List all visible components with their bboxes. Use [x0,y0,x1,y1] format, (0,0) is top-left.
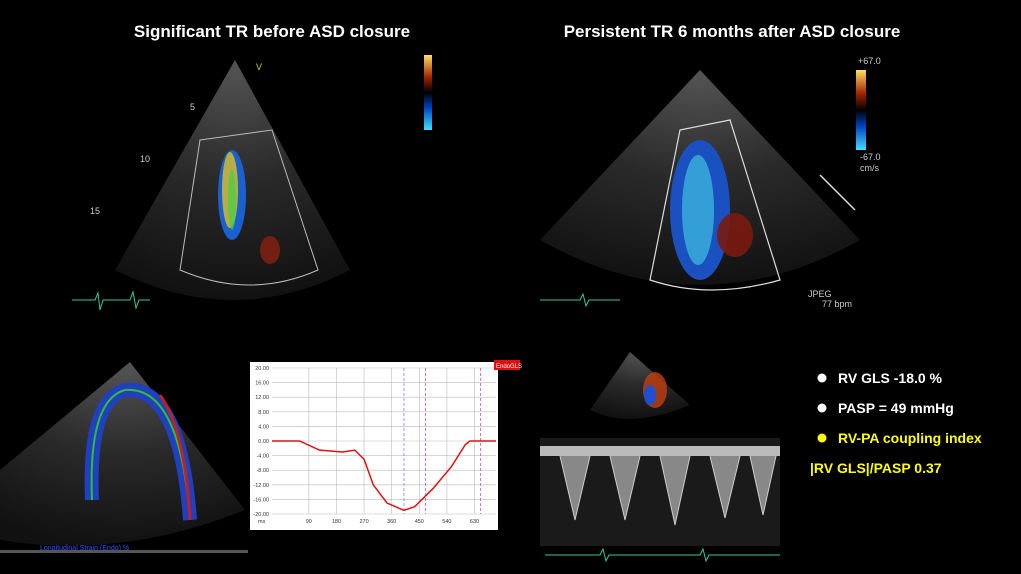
depth-label: 15 [90,206,100,216]
y-tick-label: 16.00 [255,381,269,387]
strain-caption: Longitudinal Strain (Endo) % [40,545,129,552]
scale-label: cm/s [860,163,879,173]
x-tick-label: 90 [306,519,312,525]
depth-label: 10 [140,154,150,164]
x-tick-label: 540 [442,519,451,525]
finding: |RV GLS|/PASP 0.37 [810,460,942,476]
findings [817,373,827,443]
y-tick-label: 20.00 [255,366,269,372]
x-tick-label: 360 [387,519,396,525]
strain-image [0,362,248,553]
y-tick-label: -16.00 [253,497,269,503]
format-label: JPEG [808,289,832,299]
finding: RV GLS -18.0 % [838,370,943,386]
badge-label: EndoGLS [496,364,522,370]
y-tick-label: 0.00 [258,439,269,445]
panel-title: Significant TR before ASD closure [134,22,410,41]
y-tick-label: -20.00 [253,512,269,518]
scale-label: +67.0 [858,56,881,66]
strain-plot: 20.00 16.00 12.00 8.00 4.00 0.00 -4.00 -8.00 -12… [253,366,496,525]
scale-label: -67.0 [860,152,881,162]
strain-curve [272,440,496,512]
x-tick-label: 630 [470,519,479,525]
y-tick-label: 12.00 [255,395,269,401]
y-tick-label: -4.00 [256,454,269,460]
doppler-image [540,352,780,563]
plot-frame [250,362,498,530]
heart-rate: 77 bpm [822,299,852,309]
x-tick-label: 450 [415,519,424,525]
echo-image [72,55,432,311]
finding: PASP = 49 mmHg [838,400,954,416]
y-tick-label: 8.00 [258,410,269,416]
y-tick-label: 4.00 [258,424,269,430]
panel-title: Persistent TR 6 months after ASD closure [564,22,901,41]
y-tick-label: -12.00 [253,483,269,489]
view-marker: V [256,62,262,72]
finding: RV-PA coupling index [838,430,982,446]
x-tick-label: 270 [359,519,368,525]
x-axis-unit: ms [258,519,266,525]
depth-label: 5 [190,102,195,112]
x-tick-label: 180 [332,519,341,525]
badge [494,360,520,370]
echo-image [540,70,866,308]
y-tick-label: -8.00 [256,468,269,474]
